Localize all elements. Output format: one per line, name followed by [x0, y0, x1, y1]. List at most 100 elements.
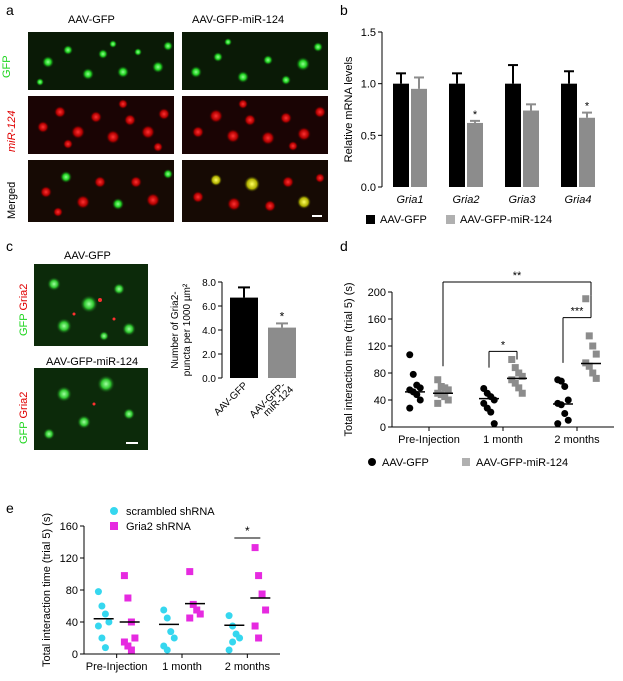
y-tick-label: 0.5: [361, 130, 376, 142]
data-point: [490, 420, 498, 428]
data-point: [554, 420, 562, 428]
legend-label: AAV-GFP-miR-124: [476, 457, 568, 469]
y-axis-label: Total interaction time (trial 5) (s): [343, 282, 355, 436]
data-point: [255, 634, 263, 642]
data-point: [557, 377, 565, 385]
significance-star: *: [473, 109, 478, 121]
significance-star: **: [513, 270, 522, 282]
legend-swatch: [446, 215, 455, 224]
legend-swatch: [462, 458, 470, 466]
panel-a-col1-title: AAV-GFP: [68, 14, 115, 26]
significance-star: *: [501, 339, 506, 351]
data-point: [229, 638, 237, 646]
data-point: [416, 384, 424, 392]
data-point: [186, 614, 194, 622]
panel-d-letter: d: [340, 238, 348, 254]
legend-swatch: [366, 215, 375, 224]
data-point: [561, 410, 569, 417]
panel-a-micrographs: [28, 32, 328, 222]
y-axis-label: Relative mRNA levels: [343, 56, 355, 162]
data-point: [127, 646, 135, 654]
panel-a-col2-title: AAV-GFP-miR-124: [192, 14, 285, 26]
significance-star: *: [245, 524, 250, 538]
panel-c-img1-side-label: GFP Gria2: [18, 283, 30, 336]
x-tick-label: Gria1: [397, 194, 424, 206]
data-point: [101, 610, 109, 618]
bar: [411, 88, 427, 187]
x-tick-label: 2 months: [225, 661, 271, 673]
data-point: [163, 614, 171, 622]
data-point: [258, 590, 266, 598]
bar: [579, 117, 595, 187]
bar: [467, 122, 483, 187]
significance-star: ***: [571, 306, 585, 318]
bar: [230, 297, 258, 378]
data-point: [98, 634, 106, 642]
significance-star: *: [585, 101, 590, 113]
data-point: [406, 404, 414, 412]
x-tick-label: Gria4: [565, 194, 592, 206]
data-point: [189, 600, 197, 608]
y-tick-label: 0: [380, 422, 386, 434]
y-tick-label: 6.0: [202, 302, 216, 313]
data-point: [413, 391, 421, 399]
panel-a-row-merged: Merged: [6, 181, 18, 219]
data-point: [196, 610, 204, 618]
panel-e-letter: e: [6, 500, 14, 516]
data-point: [409, 370, 417, 378]
panel-a-letter: a: [6, 2, 14, 18]
data-point: [561, 383, 569, 390]
y-axis-label: Total interaction time (trial 5) (s): [41, 513, 53, 667]
data-point: [98, 602, 106, 610]
data-point: [592, 350, 600, 358]
panel-c-img2-side-label: GFP Gria2: [18, 391, 30, 444]
data-point: [508, 356, 516, 363]
x-tick-label: 2 months: [554, 434, 600, 446]
panel-c-img1-title: AAV-GFP: [64, 250, 111, 262]
data-point: [94, 622, 102, 630]
micrograph-c-mir124: [34, 368, 148, 450]
data-point: [262, 606, 270, 614]
panel-c-letter: c: [6, 238, 13, 254]
y-tick-label: 40: [66, 617, 78, 629]
bar: [505, 83, 521, 187]
panel-c-bar-chart: 0.0 2.0 4.0 6.0 8.0 Number of Gria2- puncta pe…: [170, 278, 296, 421]
micrograph-c-control: [34, 264, 148, 346]
data-point: [585, 362, 593, 370]
data-point: [582, 295, 590, 303]
bar: [268, 327, 296, 378]
data-point: [487, 408, 495, 416]
y-tick-label: 4.0: [202, 326, 216, 337]
data-point: [167, 628, 175, 636]
y-axis-label: puncta per 1000 µm²: [182, 283, 193, 376]
data-point: [564, 416, 572, 424]
data-point: [444, 396, 452, 404]
data-point: [163, 646, 171, 654]
y-tick-label: 160: [60, 521, 78, 533]
micrograph-gfp-control: [28, 32, 174, 90]
panel-e-scatter-chart: 0 40 80 120 160 Total interaction time (trial…: [41, 506, 280, 673]
micrograph-merged-mir124: [182, 160, 328, 222]
micrograph-merged-control: [28, 160, 174, 222]
data-point: [434, 399, 442, 407]
legend-swatch: [368, 458, 376, 466]
y-tick-label: 160: [368, 314, 386, 326]
data-point: [105, 618, 113, 626]
y-tick-label: 80: [374, 368, 386, 380]
legend-label: AAV-GFP: [380, 214, 427, 226]
y-tick-label: 0.0: [202, 374, 216, 385]
legend-label: AAV-GFP-miR-124: [460, 214, 552, 226]
data-point: [589, 369, 597, 377]
y-tick-label: 2.0: [202, 350, 216, 361]
data-point: [518, 389, 526, 397]
x-tick-label: Pre-Injection: [398, 434, 460, 446]
data-point: [120, 638, 128, 646]
panel-a-row-mir124: miR-124: [6, 110, 18, 152]
data-point: [160, 606, 168, 614]
data-point: [518, 372, 526, 380]
data-point: [511, 379, 519, 387]
data-point: [186, 568, 194, 576]
x-tick-label: Gria2: [453, 194, 480, 206]
data-point: [515, 384, 523, 392]
y-tick-label: 1.5: [361, 27, 376, 39]
